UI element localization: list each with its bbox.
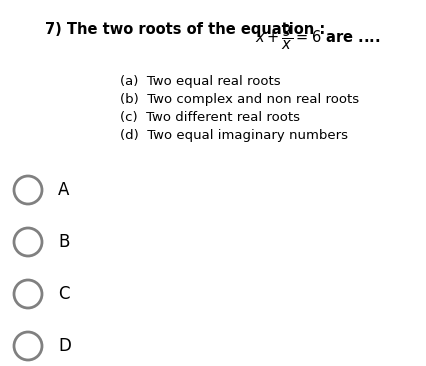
Text: (c)  Two different real roots: (c) Two different real roots [120,111,300,124]
Text: 7) The two roots of the equation :: 7) The two roots of the equation : [45,22,331,37]
Text: $x + \dfrac{9}{x} = 6$ are ....: $x + \dfrac{9}{x} = 6$ are .... [255,22,380,52]
Text: B: B [58,233,69,251]
Text: (a)  Two equal real roots: (a) Two equal real roots [120,75,281,88]
Text: A: A [58,181,69,199]
Text: D: D [58,337,71,355]
Text: (d)  Two equal imaginary numbers: (d) Two equal imaginary numbers [120,129,348,142]
Text: C: C [58,285,69,303]
Text: (b)  Two complex and non real roots: (b) Two complex and non real roots [120,93,359,106]
